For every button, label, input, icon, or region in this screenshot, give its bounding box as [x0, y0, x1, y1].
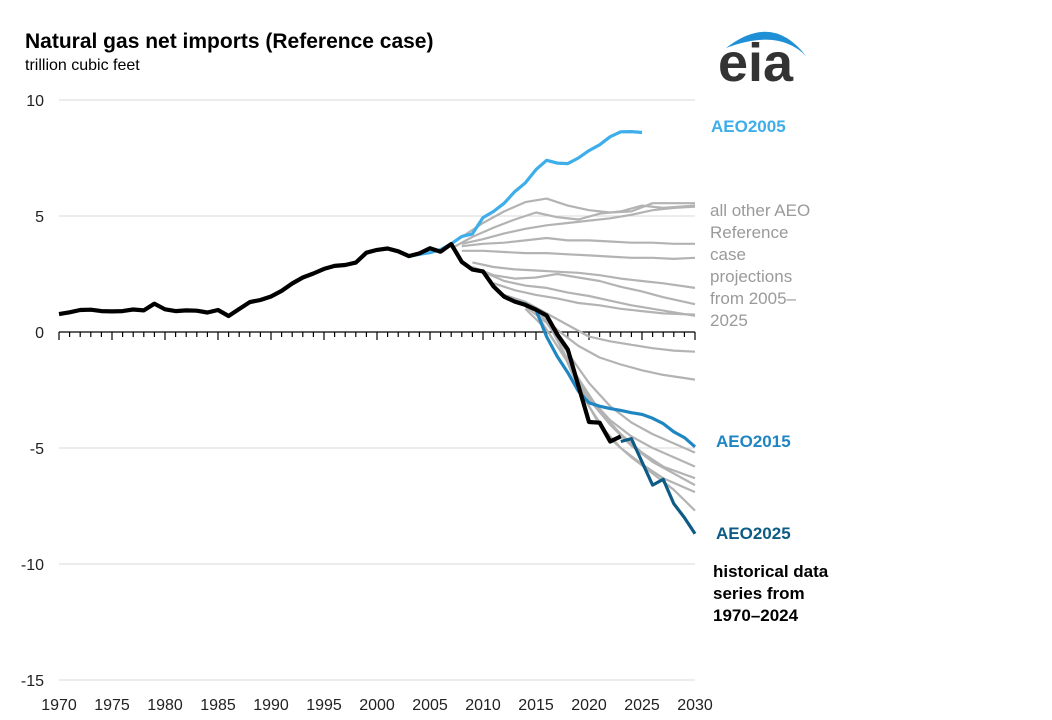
label-other-aeo: all other AEO Reference case projections… — [710, 201, 810, 330]
chart-title: Natural gas net imports (Reference case) — [25, 30, 433, 53]
y-axis-ticks: 10 5 0 -5 -10 -15 — [21, 93, 44, 690]
label-others-line-2: Reference — [710, 223, 788, 242]
series-line-other-aeo — [482, 270, 696, 317]
y-tick-label: -15 — [21, 673, 44, 690]
label-aeo2015: AEO2015 — [716, 432, 791, 451]
label-others-line-6: 2025 — [710, 311, 748, 330]
x-axis-ticks: 1970 1975 1980 1985 1990 1995 2000 2005 2010 2015… — [41, 331, 713, 714]
x-tick-label: 2010 — [465, 697, 501, 714]
label-historical-line-3: 1970–2024 — [713, 606, 799, 625]
y-tick-label: -5 — [30, 441, 44, 458]
series-line-other-aeo — [514, 298, 696, 381]
x-tick-label: 2005 — [412, 697, 448, 714]
series-line-other-aeo — [556, 338, 696, 494]
series-line-other-aeo — [545, 319, 696, 487]
label-historical: historical data series from 1970–2024 — [713, 562, 829, 625]
series-line-other-aeo — [461, 205, 696, 245]
label-others-line-1: all other AEO — [710, 201, 810, 220]
x-tick-label: 1975 — [94, 697, 130, 714]
label-historical-line-1: historical data — [713, 562, 829, 581]
series-line-aeo2005 — [408, 130, 643, 258]
chart-subtitle: trillion cubic feet — [25, 57, 140, 74]
label-others-line-4: projections — [710, 267, 792, 286]
label-others-line-3: case — [710, 245, 746, 264]
label-others-line-5: from 2005– — [710, 289, 797, 308]
series-line-other-aeo — [566, 354, 696, 512]
y-tick-label: 10 — [26, 93, 44, 110]
series-line-other-aeo — [503, 293, 696, 353]
eia-logo-swoosh — [726, 31, 806, 56]
y-tick-label: 0 — [35, 325, 44, 342]
label-aeo2025: AEO2025 — [716, 524, 791, 543]
label-historical-line-2: series from — [713, 584, 805, 603]
series-line-historical — [58, 242, 622, 444]
series-line-other-aeo — [461, 236, 695, 248]
series-line-other-aeo — [461, 249, 696, 260]
x-tick-label: 1970 — [41, 697, 77, 714]
x-tick-label: 2000 — [359, 697, 395, 714]
highlighted-series-lines — [58, 130, 697, 535]
series-line-other-aeo — [450, 204, 696, 250]
eia-logo-text: eia — [718, 33, 794, 93]
label-aeo2005: AEO2005 — [711, 117, 786, 136]
series-line-other-aeo — [493, 282, 696, 316]
x-tick-label: 1985 — [200, 697, 236, 714]
series-line-other-aeo — [472, 261, 696, 289]
series-line-other-aeo — [439, 197, 695, 252]
x-tick-label: 1980 — [147, 697, 183, 714]
y-tick-label: -10 — [21, 557, 44, 574]
series-line-other-aeo — [535, 312, 696, 480]
x-tick-label: 2020 — [571, 697, 607, 714]
y-tick-label: 5 — [35, 209, 44, 226]
x-tick-label: 2025 — [624, 697, 660, 714]
x-tick-label: 1995 — [306, 697, 342, 714]
gridlines — [59, 99, 695, 681]
series-line-aeo2015 — [514, 300, 697, 449]
x-tick-label: 2015 — [518, 697, 554, 714]
series-line-other-aeo — [472, 265, 696, 306]
x-tick-label: 2030 — [677, 697, 713, 714]
eia-logo: eia — [718, 31, 806, 93]
x-tick-label: 1990 — [253, 697, 289, 714]
series-line-aeo2025 — [620, 437, 697, 535]
